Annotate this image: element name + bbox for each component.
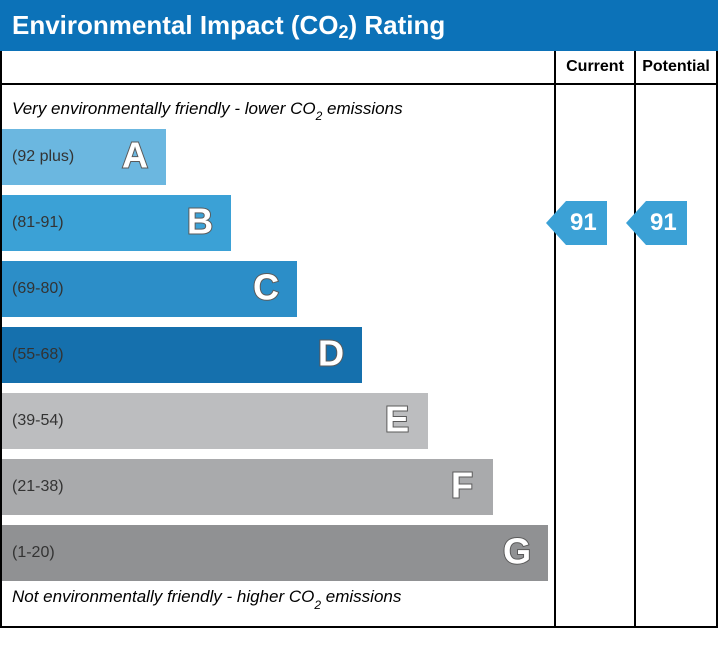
band-b: (81-91) B: [2, 195, 231, 251]
top-note-prefix: Very environmentally friendly - lower CO: [12, 99, 316, 118]
band-a: (92 plus) A: [2, 129, 166, 185]
svg-text:D: D: [318, 336, 344, 374]
current-rating-value: 91: [566, 201, 607, 245]
band-letter: B: [181, 204, 219, 242]
band-range: (92 plus): [12, 148, 74, 166]
bottom-note-prefix: Not environmentally friendly - higher CO: [12, 587, 314, 606]
bottom-note-sub: 2: [314, 598, 321, 612]
potential-arrow-slot: 91: [636, 85, 716, 660]
band-range: (21-38): [12, 478, 64, 496]
bands-header: [2, 51, 554, 85]
epc-chart: Environmental Impact (CO2) Rating Very e…: [0, 0, 718, 628]
band-letter: F: [443, 468, 481, 506]
title-sub: 2: [339, 22, 349, 42]
band-d: (55-68) D: [2, 327, 362, 383]
bands-list: (92 plus) A (81-91) B (69-80) C (55-68) …: [2, 129, 548, 581]
current-arrow-slot: 91: [556, 85, 634, 660]
band-range: (55-68): [12, 346, 64, 364]
title-suffix: ) Rating: [349, 10, 446, 40]
current-column: Current 91: [556, 51, 636, 626]
chart-title: Environmental Impact (CO2) Rating: [0, 0, 718, 51]
bands-column: Very environmentally friendly - lower CO…: [2, 51, 556, 626]
current-header: Current: [556, 51, 634, 85]
band-f: (21-38) F: [2, 459, 493, 515]
current-rating-arrow: 91: [546, 201, 607, 245]
potential-rating-arrow: 91: [626, 201, 687, 245]
band-letter: E: [378, 402, 416, 440]
band-letter: D: [312, 336, 350, 374]
band-range: (1-20): [12, 544, 55, 562]
band-range: (69-80): [12, 280, 64, 298]
band-range: (39-54): [12, 412, 64, 430]
bottom-note-suffix: emissions: [321, 587, 401, 606]
band-c: (69-80) C: [2, 261, 297, 317]
potential-column: Potential 91: [636, 51, 716, 626]
top-note-suffix: emissions: [322, 99, 402, 118]
band-g: (1-20) G: [2, 525, 548, 581]
top-note-sub: 2: [316, 109, 323, 123]
band-letter: C: [247, 270, 285, 308]
svg-text:G: G: [503, 534, 531, 572]
band-e: (39-54) E: [2, 393, 428, 449]
potential-header: Potential: [636, 51, 716, 85]
top-note: Very environmentally friendly - lower CO…: [2, 93, 548, 129]
svg-text:F: F: [451, 468, 473, 506]
band-letter: G: [498, 534, 536, 572]
potential-rating-value: 91: [646, 201, 687, 245]
band-range: (81-91): [12, 214, 64, 232]
svg-text:E: E: [385, 402, 409, 440]
svg-text:A: A: [122, 138, 148, 176]
band-letter: A: [116, 138, 154, 176]
chart-grid: Very environmentally friendly - lower CO…: [0, 51, 718, 628]
title-prefix: Environmental Impact (CO: [12, 10, 339, 40]
svg-text:C: C: [253, 270, 279, 308]
bands-body: Very environmentally friendly - lower CO…: [2, 85, 554, 626]
bottom-note: Not environmentally friendly - higher CO…: [2, 581, 548, 617]
svg-text:B: B: [187, 204, 213, 242]
